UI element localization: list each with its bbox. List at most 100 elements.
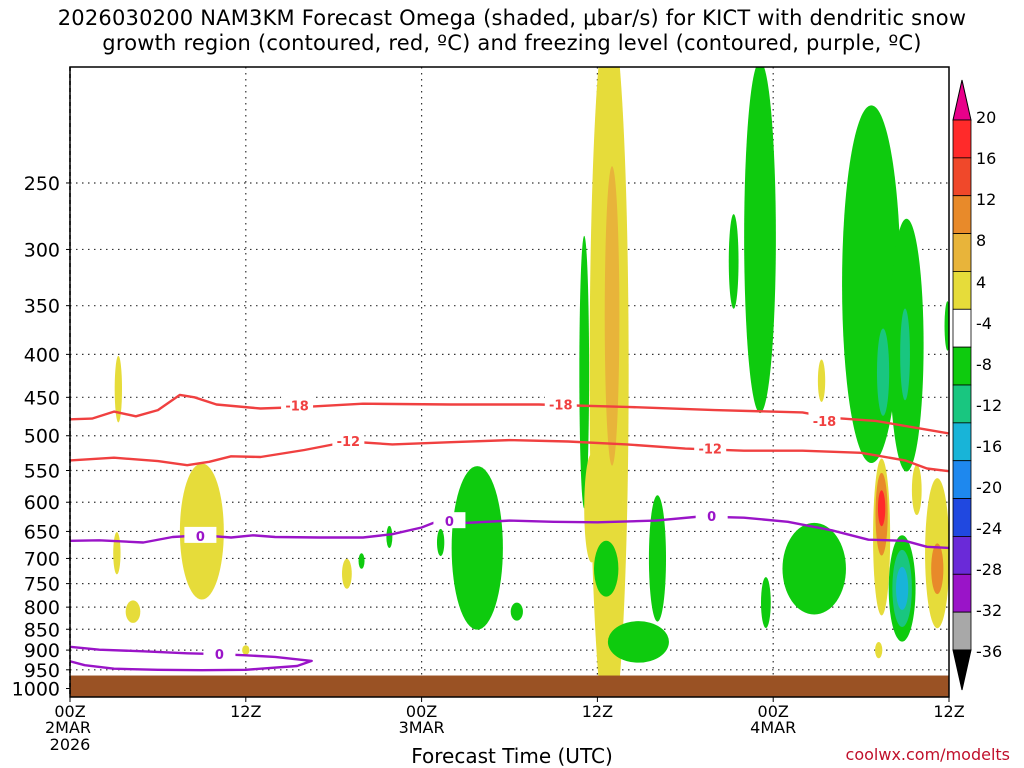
colorbar-label: -8 [976, 355, 992, 374]
contour-label: -18 [285, 399, 309, 414]
contour-label-bg [203, 645, 236, 662]
colorbar-bin [952, 573, 972, 613]
x-tick-label: 12Z [582, 702, 613, 721]
omega-region [760, 577, 771, 628]
omega-region [607, 621, 669, 663]
colorbar-bin [952, 233, 972, 272]
y-tick-label: 250 [24, 173, 60, 195]
colorbar-label: -24 [976, 519, 1002, 538]
omega-region [728, 214, 739, 309]
axes-layer: 2503003504004505005506006507007508008509… [12, 66, 965, 754]
y-tick-label: 300 [24, 239, 60, 261]
omega-region [436, 528, 445, 557]
omega-region [911, 464, 922, 516]
colorbar-bin [952, 308, 972, 348]
y-tick-label: 550 [24, 461, 60, 483]
omega-shading [113, 67, 949, 697]
terrain-layer [70, 675, 949, 697]
omega-region [242, 645, 250, 655]
colorbar-bin [952, 460, 972, 499]
omega-region [648, 495, 667, 622]
x-tick-date: 3MAR [399, 718, 445, 737]
colorbar-label: -32 [976, 601, 1002, 620]
colorbar-label: -12 [976, 396, 1002, 415]
omega-region [358, 553, 365, 569]
omega-region [451, 466, 503, 630]
contour-label: 0 [196, 530, 205, 545]
colorbar-bin [952, 536, 972, 575]
colorbar-bin [952, 271, 972, 310]
contour-label-bg [808, 411, 841, 428]
chart-title-line2: growth region (contoured, red, ºC) and f… [102, 31, 922, 55]
y-tick-label: 800 [24, 597, 60, 619]
credit-text: coolwx.com/modelts [845, 745, 1010, 764]
x-tick-year: 2026 [50, 735, 91, 754]
colorbar-label: 4 [976, 273, 986, 292]
colorbar-bin [952, 422, 972, 462]
omega-region [900, 308, 910, 401]
colorbar-bin [952, 157, 972, 197]
colorbar: 20 16 12 8 4 -4 -8 -12 -16 -20 -24 -28 -32 -36 [952, 79, 1002, 691]
y-tick-label: 450 [24, 387, 60, 409]
colorbar-label: -4 [976, 314, 992, 333]
omega-region [876, 328, 890, 416]
x-tick-date: 2MAR [45, 718, 91, 737]
contour-label: 0 [445, 515, 454, 530]
colorbar-bin [952, 384, 972, 424]
y-tick-label: 1000 [12, 679, 60, 701]
y-tick-label: 500 [24, 426, 60, 448]
omega-region [817, 359, 826, 402]
omega-region [782, 522, 846, 615]
omega-region [931, 543, 944, 595]
colorbar-bottom-arrow [952, 649, 972, 691]
contour-label-bg [433, 512, 466, 529]
colorbar-label: -28 [976, 560, 1002, 579]
colorbar-top-arrow [952, 79, 972, 121]
contour-line [70, 438, 949, 473]
x-tick-label: 12Z [933, 702, 964, 721]
contour-label: -18 [549, 399, 573, 414]
contour-line [70, 645, 313, 672]
omega-region [604, 166, 620, 466]
y-tick-label: 650 [24, 521, 60, 543]
omega-region [113, 532, 121, 575]
x-tick-date: 4MAR [750, 718, 796, 737]
colorbar-label: 20 [976, 108, 996, 127]
contour-label-bg [694, 439, 727, 456]
y-tick-label: 600 [24, 492, 60, 514]
x-tick-label: 00Z [758, 702, 789, 721]
y-tick-label: 750 [24, 574, 60, 596]
colorbar-label: -16 [976, 437, 1002, 456]
omega-region [342, 558, 352, 589]
colorbar-label: 12 [976, 190, 996, 209]
y-tick-label: 900 [24, 640, 60, 662]
y-tick-label: 350 [24, 296, 60, 318]
omega-region [114, 355, 123, 423]
terrain-fill [70, 675, 949, 697]
omega-region [877, 490, 886, 527]
colorbar-label: -20 [976, 478, 1002, 497]
y-tick-label: 400 [24, 344, 60, 366]
omega-region [579, 235, 590, 509]
omega-region [510, 602, 523, 621]
contour-label-bg [184, 526, 217, 543]
omega-region [896, 566, 909, 611]
colorbar-label: 8 [976, 231, 986, 250]
colorbar-bin [952, 498, 972, 537]
colorbar-bin [952, 195, 972, 234]
colorbar-label: -36 [976, 642, 1002, 661]
contour-label: -18 [813, 415, 837, 430]
y-tick-label: 700 [24, 548, 60, 570]
contour-label-bg [332, 431, 365, 448]
omega-region [386, 525, 393, 549]
chart-title-line1: 2026030200 NAM3KM Forecast Omega (shaded… [57, 6, 967, 30]
y-tick-label: 950 [24, 660, 60, 682]
omega-region [744, 67, 776, 414]
x-tick-label: 12Z [230, 702, 261, 721]
x-tick-label: 00Z [406, 702, 437, 721]
omega-region [875, 641, 883, 659]
colorbar-bin [952, 611, 972, 651]
omega-region [944, 301, 949, 351]
x-tick-label: 00Z [54, 702, 85, 721]
